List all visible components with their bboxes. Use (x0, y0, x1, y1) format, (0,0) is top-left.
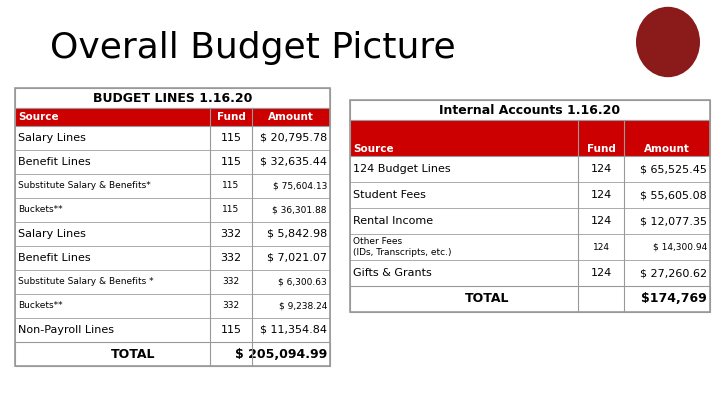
Text: $ 12,077.35: $ 12,077.35 (640, 216, 707, 226)
Text: 115: 115 (222, 205, 240, 215)
Text: 332: 332 (220, 229, 242, 239)
Text: 332: 332 (222, 301, 240, 311)
Text: $ 27,260.62: $ 27,260.62 (640, 268, 707, 278)
Text: 332: 332 (222, 277, 240, 286)
Text: Salary Lines: Salary Lines (18, 133, 86, 143)
Bar (15, 150, 330, 174)
Text: $ 9,238.24: $ 9,238.24 (279, 301, 327, 311)
Bar (15, 342, 330, 366)
Bar (15, 222, 330, 246)
Text: TOTAL: TOTAL (464, 292, 509, 305)
Text: Source: Source (353, 144, 394, 154)
Bar (350, 100, 710, 120)
Text: 115: 115 (220, 157, 241, 167)
Text: Gifts & Grants: Gifts & Grants (353, 268, 432, 278)
Text: 332: 332 (220, 253, 242, 263)
Bar (350, 234, 710, 260)
Text: $ 7,021.07: $ 7,021.07 (267, 253, 327, 263)
Bar (15, 108, 330, 126)
Text: Non-Payroll Lines: Non-Payroll Lines (18, 325, 114, 335)
Text: Salary Lines: Salary Lines (18, 229, 86, 239)
Bar (15, 174, 330, 198)
Text: 124: 124 (590, 216, 611, 226)
Text: 124: 124 (593, 243, 610, 252)
Bar (15, 246, 330, 270)
Text: $ 32,635.44: $ 32,635.44 (260, 157, 327, 167)
Bar (15, 198, 330, 222)
Text: 124: 124 (590, 164, 611, 174)
Text: $ 14,300.94: $ 14,300.94 (653, 243, 707, 252)
Text: Fund: Fund (587, 144, 616, 154)
Text: $ 65,525.45: $ 65,525.45 (640, 164, 707, 174)
Bar (350, 120, 710, 156)
Bar (15, 270, 330, 294)
Text: $ 75,604.13: $ 75,604.13 (273, 181, 327, 190)
Text: Amount: Amount (268, 112, 314, 122)
Bar (350, 156, 710, 182)
Text: Fund: Fund (217, 112, 246, 122)
Text: Rental Income: Rental Income (353, 216, 433, 226)
Text: TOTAL: TOTAL (112, 347, 156, 360)
Text: 124: 124 (590, 190, 611, 200)
Text: $ 5,842.98: $ 5,842.98 (266, 229, 327, 239)
Text: 115: 115 (222, 181, 240, 190)
Text: Buckets**: Buckets** (18, 301, 63, 311)
Text: Internal Accounts 1.16.20: Internal Accounts 1.16.20 (439, 104, 621, 117)
Text: Amount: Amount (644, 144, 690, 154)
Bar (350, 286, 710, 312)
Text: $ 6,300.63: $ 6,300.63 (278, 277, 327, 286)
Text: $ 36,301.88: $ 36,301.88 (272, 205, 327, 215)
Text: 115: 115 (220, 133, 241, 143)
Text: Benefit Lines: Benefit Lines (18, 157, 91, 167)
Text: Substitute Salary & Benefits*: Substitute Salary & Benefits* (18, 181, 150, 190)
Text: Student Fees: Student Fees (353, 190, 426, 200)
Text: BUDGET LINES 1.16.20: BUDGET LINES 1.16.20 (93, 92, 252, 104)
Text: Other Fees
(IDs, Transcripts, etc.): Other Fees (IDs, Transcripts, etc.) (353, 237, 451, 257)
Bar (350, 260, 710, 286)
Text: $ 55,605.08: $ 55,605.08 (640, 190, 707, 200)
Bar (350, 120, 710, 156)
Text: Buckets**: Buckets** (18, 205, 63, 215)
Bar (15, 108, 330, 126)
Text: Overall Budget Picture: Overall Budget Picture (50, 31, 456, 65)
Text: Source: Source (18, 112, 58, 122)
Text: 115: 115 (220, 325, 241, 335)
Bar (350, 100, 710, 312)
Text: Substitute Salary & Benefits *: Substitute Salary & Benefits * (18, 277, 153, 286)
Bar (15, 126, 330, 150)
Bar (350, 182, 710, 208)
Text: 124 Budget Lines: 124 Budget Lines (353, 164, 451, 174)
Bar (15, 294, 330, 318)
Bar (350, 208, 710, 234)
Bar (15, 318, 330, 342)
Text: Benefit Lines: Benefit Lines (18, 253, 91, 263)
Bar (15, 88, 330, 108)
Ellipse shape (636, 7, 700, 77)
Text: $ 205,094.99: $ 205,094.99 (235, 347, 327, 360)
Text: $ 11,354.84: $ 11,354.84 (260, 325, 327, 335)
Text: $ 20,795.78: $ 20,795.78 (260, 133, 327, 143)
Text: $174,769: $174,769 (642, 292, 707, 305)
Text: 124: 124 (590, 268, 611, 278)
Bar (15, 88, 330, 366)
